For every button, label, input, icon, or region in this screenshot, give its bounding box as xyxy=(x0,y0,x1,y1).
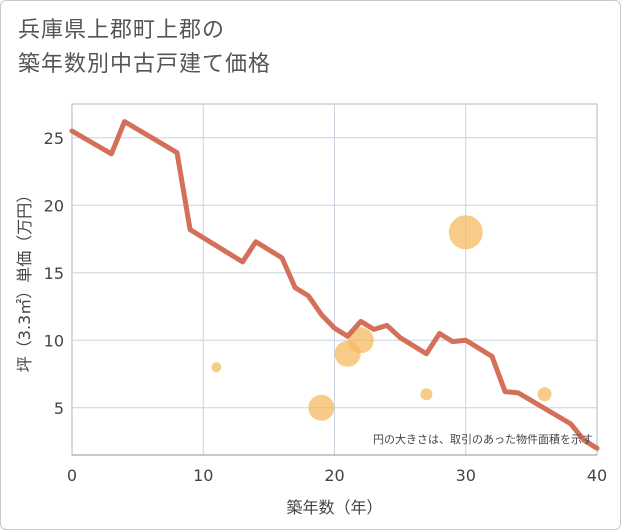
x-tick-label: 40 xyxy=(587,466,607,485)
y-tick-label: 15 xyxy=(44,264,64,283)
y-tick-label: 25 xyxy=(44,129,64,148)
bubble-layer xyxy=(211,215,552,421)
bubble-size-note: 円の大きさは、取引のあった物件面積を示す xyxy=(373,432,593,446)
x-tick-label: 30 xyxy=(456,466,476,485)
bubble-point xyxy=(308,394,335,421)
bubble-point xyxy=(420,388,433,401)
bubble-point xyxy=(347,327,374,354)
y-tick-label: 5 xyxy=(54,399,64,418)
x-axis-title: 築年数（年） xyxy=(286,498,382,517)
x-tick-label: 0 xyxy=(67,466,77,485)
series-line xyxy=(69,119,600,451)
y-tick-label: 10 xyxy=(44,331,64,350)
bubble-point xyxy=(448,215,483,250)
x-tick-label: 10 xyxy=(193,466,213,485)
x-tick-label: 20 xyxy=(324,466,344,485)
bubble-point xyxy=(211,362,222,373)
chart-title-line-1: 兵庫県上郡町上郡の xyxy=(18,18,226,43)
bubble-point xyxy=(537,387,552,402)
y-tick-labels: 5 10 15 20 25 xyxy=(44,129,64,418)
x-tick-labels: 0 10 20 30 40 xyxy=(67,466,607,485)
chart-title-line-2: 築年数別中古戸建て価格 xyxy=(18,52,272,77)
grid-lines xyxy=(72,104,597,456)
chart-title: 兵庫県上郡町上郡の 築年数別中古戸建て価格 xyxy=(18,14,271,82)
y-tick-label: 20 xyxy=(44,196,64,215)
y-axis-title: 坪（3.3㎡）単価（万円） xyxy=(15,187,34,372)
